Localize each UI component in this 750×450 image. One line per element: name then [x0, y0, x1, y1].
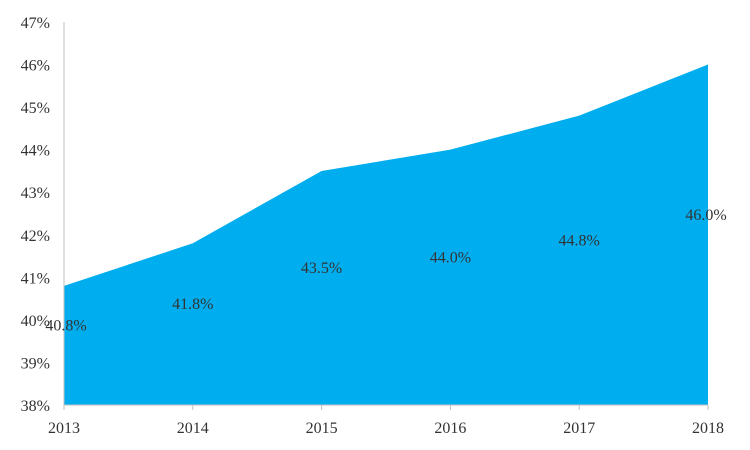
- y-tick-label: 38%: [21, 398, 50, 415]
- y-axis-ticks: 38% 39% 40% 41% 42% 43% 44% 45% 46% 47%: [21, 15, 50, 415]
- x-tick-label: 2014: [177, 420, 209, 437]
- y-tick-label: 42%: [21, 228, 50, 245]
- data-labels: 40.8% 41.8% 43.5% 44.0% 44.8% 46.0%: [45, 207, 726, 335]
- area-series: [64, 64, 708, 406]
- x-tick-label: 2017: [563, 420, 595, 437]
- area-layer: [64, 64, 708, 406]
- y-tick-label: 47%: [21, 15, 50, 32]
- y-tick-label: 43%: [21, 185, 50, 202]
- x-tick-label: 2015: [306, 420, 338, 437]
- y-tick-label: 41%: [21, 270, 50, 287]
- data-label: 44.8%: [559, 232, 600, 249]
- x-tick-label: 2013: [48, 420, 80, 437]
- x-axis-ticks: 2013 2014 2015 2016 2017 2018: [48, 405, 724, 437]
- x-tick-label: 2016: [434, 420, 466, 437]
- x-tick-label: 2018: [692, 420, 724, 437]
- data-label: 46.0%: [685, 207, 726, 224]
- data-label: 44.0%: [430, 249, 471, 266]
- data-label: 43.5%: [301, 260, 342, 277]
- data-label: 40.8%: [45, 317, 86, 334]
- y-tick-label: 40%: [21, 313, 50, 330]
- axis-layer: [63, 22, 708, 406]
- y-tick-label: 39%: [21, 355, 50, 372]
- data-label: 41.8%: [172, 296, 213, 313]
- y-tick-label: 45%: [21, 100, 50, 117]
- y-tick-label: 46%: [21, 58, 50, 75]
- y-tick-label: 44%: [21, 143, 50, 160]
